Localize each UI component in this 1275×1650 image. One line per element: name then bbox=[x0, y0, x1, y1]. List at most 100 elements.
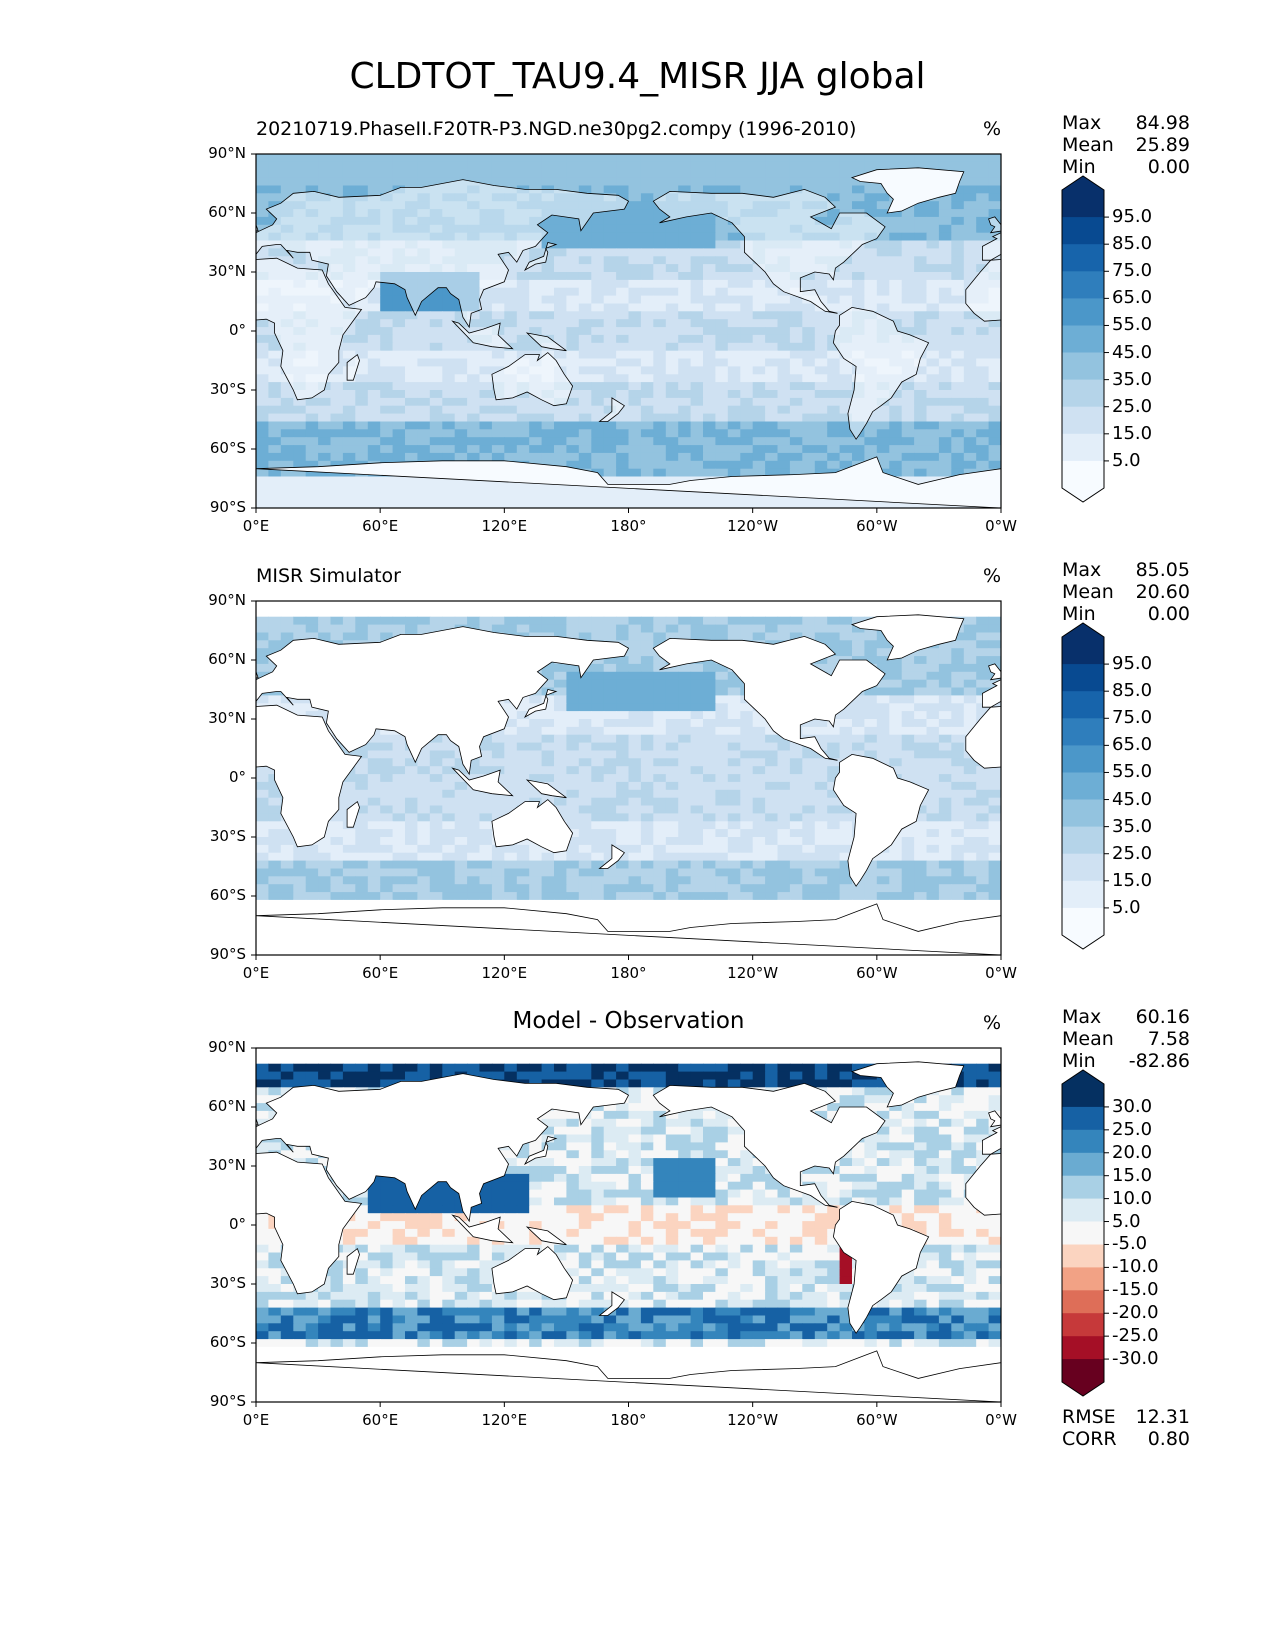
coastline-indonesia bbox=[1198, 321, 1258, 349]
panel-unit: % bbox=[983, 118, 1002, 140]
coastline-australia bbox=[1237, 353, 1275, 406]
coastline-indonesia bbox=[451, 767, 514, 797]
x-tick-label: 60°W bbox=[856, 1411, 898, 1429]
colorbar-segment bbox=[1062, 379, 1104, 408]
stat-label: Mean bbox=[1062, 581, 1114, 603]
coastline-eurasia bbox=[256, 1073, 630, 1223]
colorbar-label: 25.0 bbox=[1112, 842, 1153, 864]
coastline-indonesia bbox=[1198, 768, 1258, 796]
y-tick-label: 0° bbox=[228, 1215, 246, 1233]
coastline-namerica bbox=[0, 636, 140, 760]
colorbar-extend-min bbox=[1062, 488, 1104, 502]
y-tick-label: 60°S bbox=[209, 886, 246, 904]
coastline-eurasia bbox=[256, 626, 630, 776]
coastline-australia bbox=[491, 1246, 574, 1301]
coastline-britain bbox=[988, 663, 1001, 681]
panel-stats: Max 84.98 Mean 25.89 Min 0.00 bbox=[1062, 112, 1190, 178]
colorbar-label: -15.0 bbox=[1112, 1279, 1159, 1301]
colorbar-segment bbox=[1062, 1106, 1104, 1131]
stat-row: Min -82.86 bbox=[1062, 1050, 1190, 1072]
map-panel-1: 20210719.PhaseII.F20TR-P3.NGD.ne30pg2.co… bbox=[0, 112, 1275, 578]
coastline-africa bbox=[256, 1151, 363, 1295]
coastline-newguinea bbox=[525, 332, 567, 352]
stat-value: 0.80 bbox=[1147, 1428, 1190, 1450]
stat-value: 60.16 bbox=[1135, 1006, 1190, 1028]
colorbar-segment bbox=[1062, 1336, 1104, 1360]
coastline-madagascar bbox=[346, 1247, 360, 1275]
colorbar-label: 45.0 bbox=[1112, 341, 1153, 363]
x-tick-label: 120°W bbox=[727, 1411, 779, 1429]
stat-row: Mean 20.60 bbox=[1062, 581, 1190, 603]
x-tick-label: 180° bbox=[610, 1411, 647, 1429]
colorbar-segment bbox=[1062, 1221, 1104, 1245]
colorbar-segment bbox=[1062, 799, 1104, 828]
coastline-samerica bbox=[88, 1201, 183, 1333]
stat-value: -82.86 bbox=[1128, 1050, 1190, 1072]
colorbar-segment bbox=[1062, 298, 1104, 326]
colorbar-label: -10.0 bbox=[1112, 1256, 1159, 1278]
colorbar-label: 25.0 bbox=[1112, 1118, 1153, 1140]
panel-stats: Max 85.05 Mean 20.60 Min 0.00 bbox=[1062, 559, 1190, 625]
x-tick-label: 0°E bbox=[242, 517, 270, 535]
stat-value: 0.00 bbox=[1147, 603, 1190, 625]
coastline-newzealand bbox=[598, 1291, 625, 1316]
coastline-africa bbox=[256, 257, 363, 401]
coastline-samerica bbox=[88, 754, 183, 886]
figure-title: CLDTOT_TAU9.4_MISR JJA global bbox=[349, 56, 926, 97]
stat-label: Max bbox=[1062, 112, 1102, 134]
colorbar-label: 35.0 bbox=[1112, 368, 1153, 390]
colorbar-label: 35.0 bbox=[1112, 815, 1153, 837]
panel-unit: % bbox=[983, 565, 1002, 587]
colorbar-segment bbox=[1062, 325, 1104, 354]
colorbar-segment bbox=[1062, 1290, 1104, 1314]
colorbar-segment bbox=[1062, 826, 1104, 855]
colorbar-extend-max bbox=[1062, 1070, 1104, 1084]
stat-value: 7.58 bbox=[1147, 1028, 1190, 1050]
map-field bbox=[0, 601, 1275, 955]
coastline-australia bbox=[1237, 800, 1275, 853]
colorbar-segment bbox=[1062, 1313, 1104, 1337]
colorbar-label: 30.0 bbox=[1112, 1095, 1153, 1117]
colorbar-segment bbox=[1062, 1267, 1104, 1291]
coastline-indonesia bbox=[451, 320, 514, 350]
x-tick-label: 60°E bbox=[362, 964, 399, 982]
stat-value: 0.00 bbox=[1147, 156, 1190, 178]
colorbar bbox=[1061, 622, 1109, 950]
coastline-antarctica bbox=[256, 903, 1001, 955]
coastline-newguinea bbox=[525, 779, 567, 799]
x-tick-label: 120°E bbox=[481, 1411, 528, 1429]
stat-row: CORR 0.80 bbox=[1062, 1428, 1190, 1450]
colorbar bbox=[1061, 1069, 1109, 1397]
y-tick-label: 60°N bbox=[208, 650, 246, 668]
colorbar-segment bbox=[1062, 880, 1104, 909]
coastline-namerica bbox=[0, 189, 140, 313]
colorbar-segment bbox=[1062, 352, 1104, 381]
colorbar-segment bbox=[1062, 190, 1104, 218]
colorbar-label: 15.0 bbox=[1112, 1164, 1153, 1186]
y-tick-label: 30°N bbox=[208, 262, 246, 280]
colorbar-outline bbox=[1061, 175, 1105, 503]
stat-label: Min bbox=[1062, 156, 1096, 178]
x-tick-label: 0°W bbox=[985, 1411, 1017, 1429]
colorbar-segment bbox=[1062, 772, 1104, 801]
x-tick-label: 60°E bbox=[362, 517, 399, 535]
colorbar-label: 15.0 bbox=[1112, 422, 1153, 444]
y-tick-label: 30°N bbox=[208, 709, 246, 727]
colorbar-label: 25.0 bbox=[1112, 395, 1153, 417]
colorbar-segment bbox=[1062, 637, 1104, 665]
panel-title: 20210719.PhaseII.F20TR-P3.NGD.ne30pg2.co… bbox=[256, 118, 857, 140]
map-field bbox=[0, 1048, 1001, 1402]
coastline-eurasia bbox=[982, 232, 1001, 261]
y-tick-label: 60°S bbox=[209, 439, 246, 457]
coastline-samerica bbox=[832, 306, 930, 440]
y-tick-label: 30°S bbox=[209, 827, 246, 845]
stat-row: Mean 7.58 bbox=[1062, 1028, 1190, 1050]
coastline-greenland bbox=[850, 1061, 965, 1108]
error-stats: RMSE 12.31 CORR 0.80 bbox=[1062, 1406, 1190, 1450]
x-tick-label: 180° bbox=[610, 517, 647, 535]
y-tick-label: 30°S bbox=[209, 1274, 246, 1292]
stat-label: RMSE bbox=[1062, 1406, 1116, 1428]
coastline-britain bbox=[988, 216, 1001, 234]
coastline-namerica bbox=[0, 1083, 140, 1207]
colorbar-segment bbox=[1062, 1129, 1104, 1154]
